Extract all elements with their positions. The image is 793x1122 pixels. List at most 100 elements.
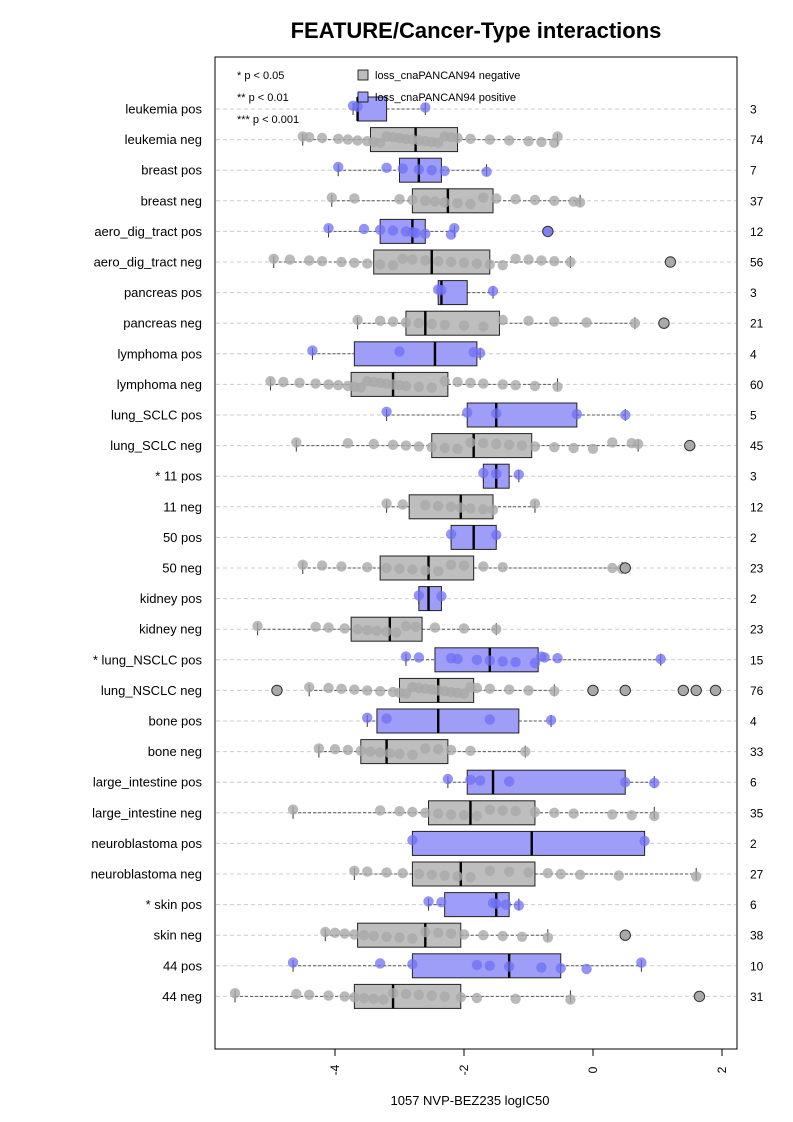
data-point	[394, 932, 405, 943]
data-point	[400, 988, 412, 1000]
category-label: lung_SCLC neg	[110, 438, 202, 453]
data-point	[636, 957, 647, 968]
data-point	[523, 315, 534, 326]
category-label: 50 neg	[162, 561, 202, 576]
count-label: 7	[750, 164, 757, 178]
count-label: 3	[750, 470, 757, 484]
data-point	[449, 223, 460, 234]
count-label: 23	[750, 623, 764, 637]
data-point	[510, 993, 521, 1004]
data-point	[420, 500, 431, 511]
data-point	[333, 161, 344, 173]
data-point	[413, 868, 425, 880]
data-point	[410, 621, 421, 632]
data-point	[542, 932, 554, 943]
data-point	[413, 989, 425, 1000]
data-point	[368, 930, 379, 942]
data-point	[487, 504, 499, 516]
data-point	[358, 992, 370, 1004]
data-point	[478, 438, 489, 449]
category-label: * skin pos	[146, 897, 203, 912]
data-point	[426, 442, 437, 453]
data-point	[352, 135, 363, 146]
box	[353, 341, 478, 367]
data-point	[549, 195, 560, 206]
data-point	[552, 381, 563, 392]
category-label: lymphoma pos	[117, 346, 202, 361]
data-point	[471, 258, 483, 269]
count-label: 37	[750, 194, 764, 208]
data-point	[342, 438, 354, 449]
data-point	[471, 682, 483, 694]
data-point	[629, 318, 641, 329]
data-point	[374, 747, 386, 758]
outlier-point	[664, 256, 677, 268]
data-point	[523, 867, 534, 878]
data-point	[374, 224, 386, 235]
count-label: 60	[750, 378, 764, 392]
data-point	[433, 256, 444, 267]
data-point	[439, 870, 450, 881]
data-point	[571, 409, 583, 420]
data-point	[620, 409, 631, 421]
data-point	[342, 744, 354, 756]
data-point	[581, 963, 592, 975]
count-label: 21	[750, 317, 764, 331]
data-point	[433, 927, 444, 938]
data-point	[387, 988, 399, 999]
data-point	[323, 379, 334, 390]
data-point	[497, 260, 508, 271]
count-label: 35	[750, 806, 764, 820]
data-point	[513, 900, 525, 911]
data-point	[229, 988, 241, 999]
data-point	[478, 321, 489, 332]
data-point	[536, 255, 547, 266]
data-point	[420, 565, 431, 576]
data-point	[407, 959, 418, 970]
data-point	[462, 407, 473, 418]
data-point	[336, 561, 347, 572]
count-label: 3	[750, 103, 757, 117]
data-point	[368, 438, 379, 450]
data-point	[474, 775, 486, 786]
category-label: 11 neg	[163, 499, 202, 514]
data-point	[381, 931, 392, 942]
data-point	[491, 624, 502, 635]
data-point	[471, 654, 483, 665]
data-point	[520, 746, 531, 757]
count-label: 33	[750, 745, 764, 759]
data-point	[439, 376, 450, 387]
data-point	[358, 930, 370, 941]
data-point	[484, 960, 495, 971]
count-label: 74	[750, 133, 764, 147]
data-point	[420, 102, 431, 113]
data-point	[574, 869, 586, 880]
data-point	[458, 560, 470, 571]
data-point	[368, 993, 379, 1004]
category-label: aero_dig_tract pos	[94, 224, 202, 239]
data-point	[510, 657, 521, 668]
data-point	[549, 807, 560, 818]
count-label: 27	[750, 868, 764, 882]
data-point	[484, 683, 495, 694]
count-label: 6	[750, 776, 757, 790]
data-point	[333, 380, 344, 391]
data-point	[304, 682, 315, 693]
category-label: lung_NSCLC neg	[101, 683, 202, 698]
data-point	[381, 498, 392, 509]
category-label: leukemia pos	[125, 102, 202, 117]
data-point	[649, 777, 660, 789]
data-point	[549, 686, 560, 697]
count-label: 12	[750, 500, 764, 514]
category-label: 44 pos	[163, 958, 203, 973]
data-point	[691, 871, 702, 882]
data-point	[497, 805, 508, 816]
data-point	[426, 990, 437, 1001]
data-point	[362, 258, 373, 269]
data-point	[523, 254, 534, 265]
data-point	[436, 897, 447, 908]
data-point	[510, 380, 521, 391]
data-point	[349, 865, 360, 876]
data-point	[397, 163, 408, 174]
data-point	[503, 776, 515, 787]
